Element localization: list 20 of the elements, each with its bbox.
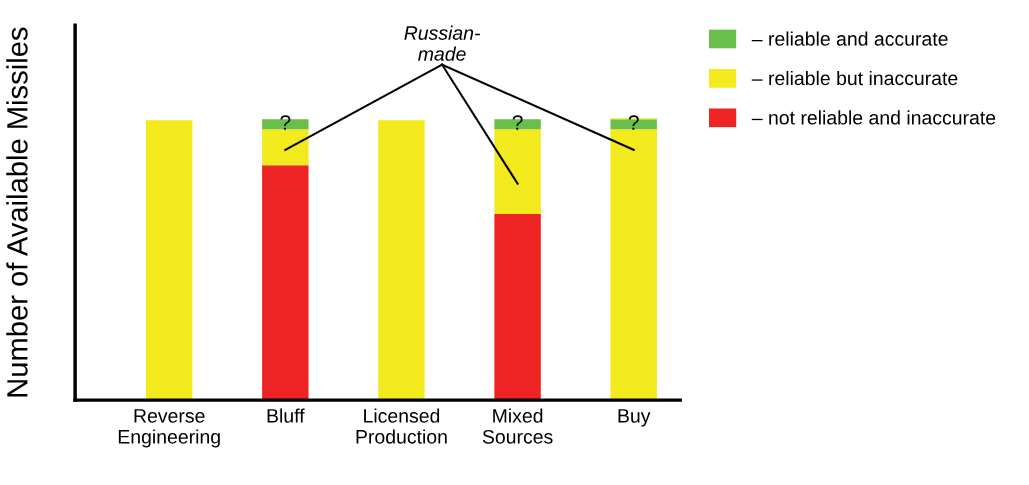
bar	[610, 129, 657, 401]
annotation: ?	[280, 115, 291, 130]
legend-label: – not reliable and inaccurate	[751, 110, 996, 125]
text: Russian- made	[404, 25, 481, 61]
x-tick-label: Bluff	[267, 408, 305, 423]
bar	[262, 129, 309, 166]
y-axis-title: Number of Available Missiles	[6, 27, 28, 397]
x-tick-label: Buy	[618, 409, 651, 427]
x-tick-label: Reverse Engineering	[118, 409, 220, 448]
x-tick-label: Mixed Sources	[482, 408, 553, 444]
bar	[494, 129, 541, 215]
x-tick-label: Licensed Production	[356, 408, 447, 444]
bar	[145, 120, 193, 401]
annotation: ?	[512, 115, 523, 130]
legend-label: – reliable but inaccurate	[751, 70, 958, 86]
bar	[378, 120, 425, 401]
annotation: ?	[628, 115, 639, 130]
legend-label: – reliable and accurate	[751, 31, 948, 46]
bar	[494, 214, 541, 401]
bar	[262, 165, 309, 401]
